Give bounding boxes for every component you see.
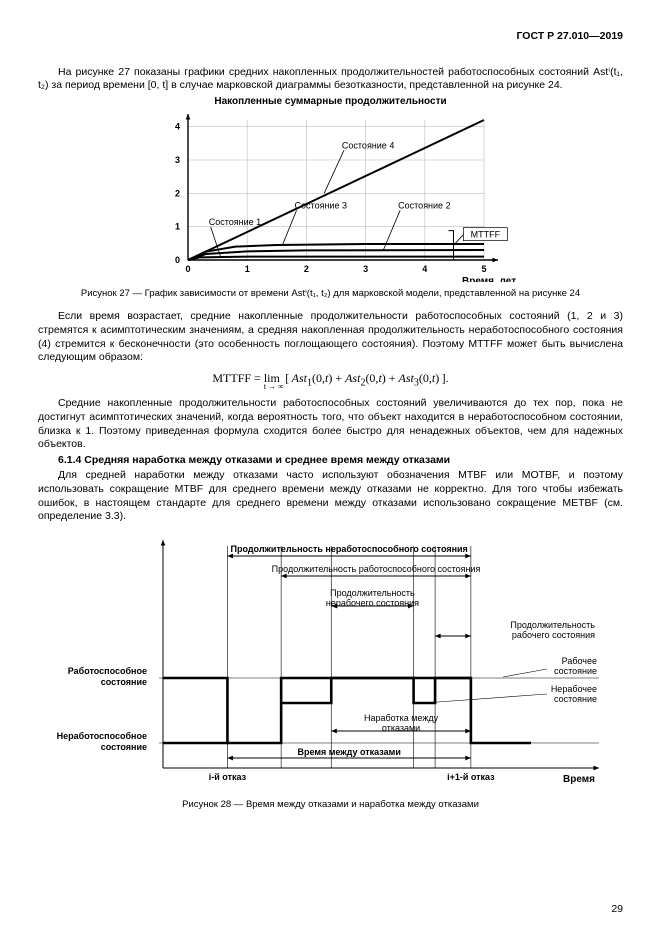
svg-text:Состояние 3: Состояние 3 (294, 200, 346, 210)
svg-text:0: 0 (174, 255, 179, 265)
paragraph-27-expl: Если время возрастает, средние накопленн… (38, 310, 623, 365)
svg-text:0: 0 (185, 264, 190, 274)
svg-text:Время, лет: Время, лет (462, 276, 516, 282)
svg-text:Продолжительность: Продолжительность (330, 588, 415, 598)
svg-text:i+1-й отказ: i+1-й отказ (447, 772, 495, 782)
formula-sub: t → ∞ (264, 382, 284, 392)
page-number: 29 (611, 903, 623, 917)
chart27-title: Накопленные суммарные продолжительности (38, 95, 623, 108)
formula-mttff: MTTFF = limt → ∞ [ Ast1(0,t) + Ast2(0,t)… (38, 371, 623, 389)
page: ГОСТ Р 27.010—2019 На рисунке 27 показан… (0, 0, 661, 935)
svg-text:MTTFF: MTTFF (470, 230, 500, 240)
svg-text:Наработка между: Наработка между (364, 713, 439, 723)
svg-text:Рабочее: Рабочее (561, 656, 596, 666)
paragraph-27-asym: Средние накопленные продолжительности ра… (38, 397, 623, 452)
svg-text:Продолжительность неработоспос: Продолжительность неработоспособного сос… (230, 544, 467, 554)
svg-text:нерабочего состояния: нерабочего состояния (325, 598, 418, 608)
svg-text:i-й отказ: i-й отказ (208, 772, 246, 782)
svg-text:2: 2 (174, 188, 179, 198)
svg-text:Продолжительность: Продолжительность (510, 620, 595, 630)
svg-text:состояние: состояние (100, 677, 146, 687)
caption-27: Рисунок 27 — График зависимости от време… (38, 288, 623, 300)
section-6-1-4-title: 6.1.4 Средняя наработка между отказами и… (38, 454, 623, 468)
chart-28: РаботоспособноесостояниеНеработоспособно… (51, 528, 611, 793)
svg-text:3: 3 (174, 155, 179, 165)
doc-header: ГОСТ Р 27.010—2019 (38, 30, 623, 44)
paragraph-intro-27: На рисунке 27 показаны графики средних н… (38, 66, 623, 93)
formula-text: MTTFF = limt → ∞ [ Ast1(0,t) + Ast2(0,t)… (212, 371, 448, 385)
svg-text:5: 5 (481, 264, 486, 274)
svg-text:1: 1 (244, 264, 249, 274)
svg-text:Время между отказами: Время между отказами (297, 747, 400, 757)
svg-text:состояние: состояние (100, 742, 146, 752)
svg-text:4: 4 (174, 122, 179, 132)
caption-28: Рисунок 28 — Время между отказами и нара… (38, 799, 623, 811)
paragraph-6-1-4: Для средней наработки между отказами час… (38, 469, 623, 524)
svg-text:Состояние 2: Состояние 2 (398, 200, 450, 210)
svg-text:рабочего состояния: рабочего состояния (511, 630, 594, 640)
svg-text:Работоспособное: Работоспособное (67, 666, 146, 676)
svg-text:4: 4 (422, 264, 427, 274)
svg-text:состояние: состояние (553, 694, 596, 704)
svg-text:Время: Время (563, 774, 595, 785)
chart-27: 0 1 2 3 4 5 0 1 2 3 4 Время, лет Состояние 4 Состояни… (146, 112, 516, 282)
svg-text:отказами: отказами (381, 723, 419, 733)
svg-text:Состояние 4: Состояние 4 (341, 140, 393, 150)
svg-text:2: 2 (303, 264, 308, 274)
svg-text:Состояние 1: Состояние 1 (208, 217, 260, 227)
svg-text:Неработоспособное: Неработоспособное (56, 731, 146, 741)
svg-text:1: 1 (174, 222, 179, 232)
svg-text:3: 3 (363, 264, 368, 274)
svg-text:Продолжительность работоспособ: Продолжительность работоспособного состо… (271, 564, 480, 574)
svg-text:Нерабочее: Нерабочее (550, 684, 596, 694)
svg-text:состояние: состояние (553, 666, 596, 676)
